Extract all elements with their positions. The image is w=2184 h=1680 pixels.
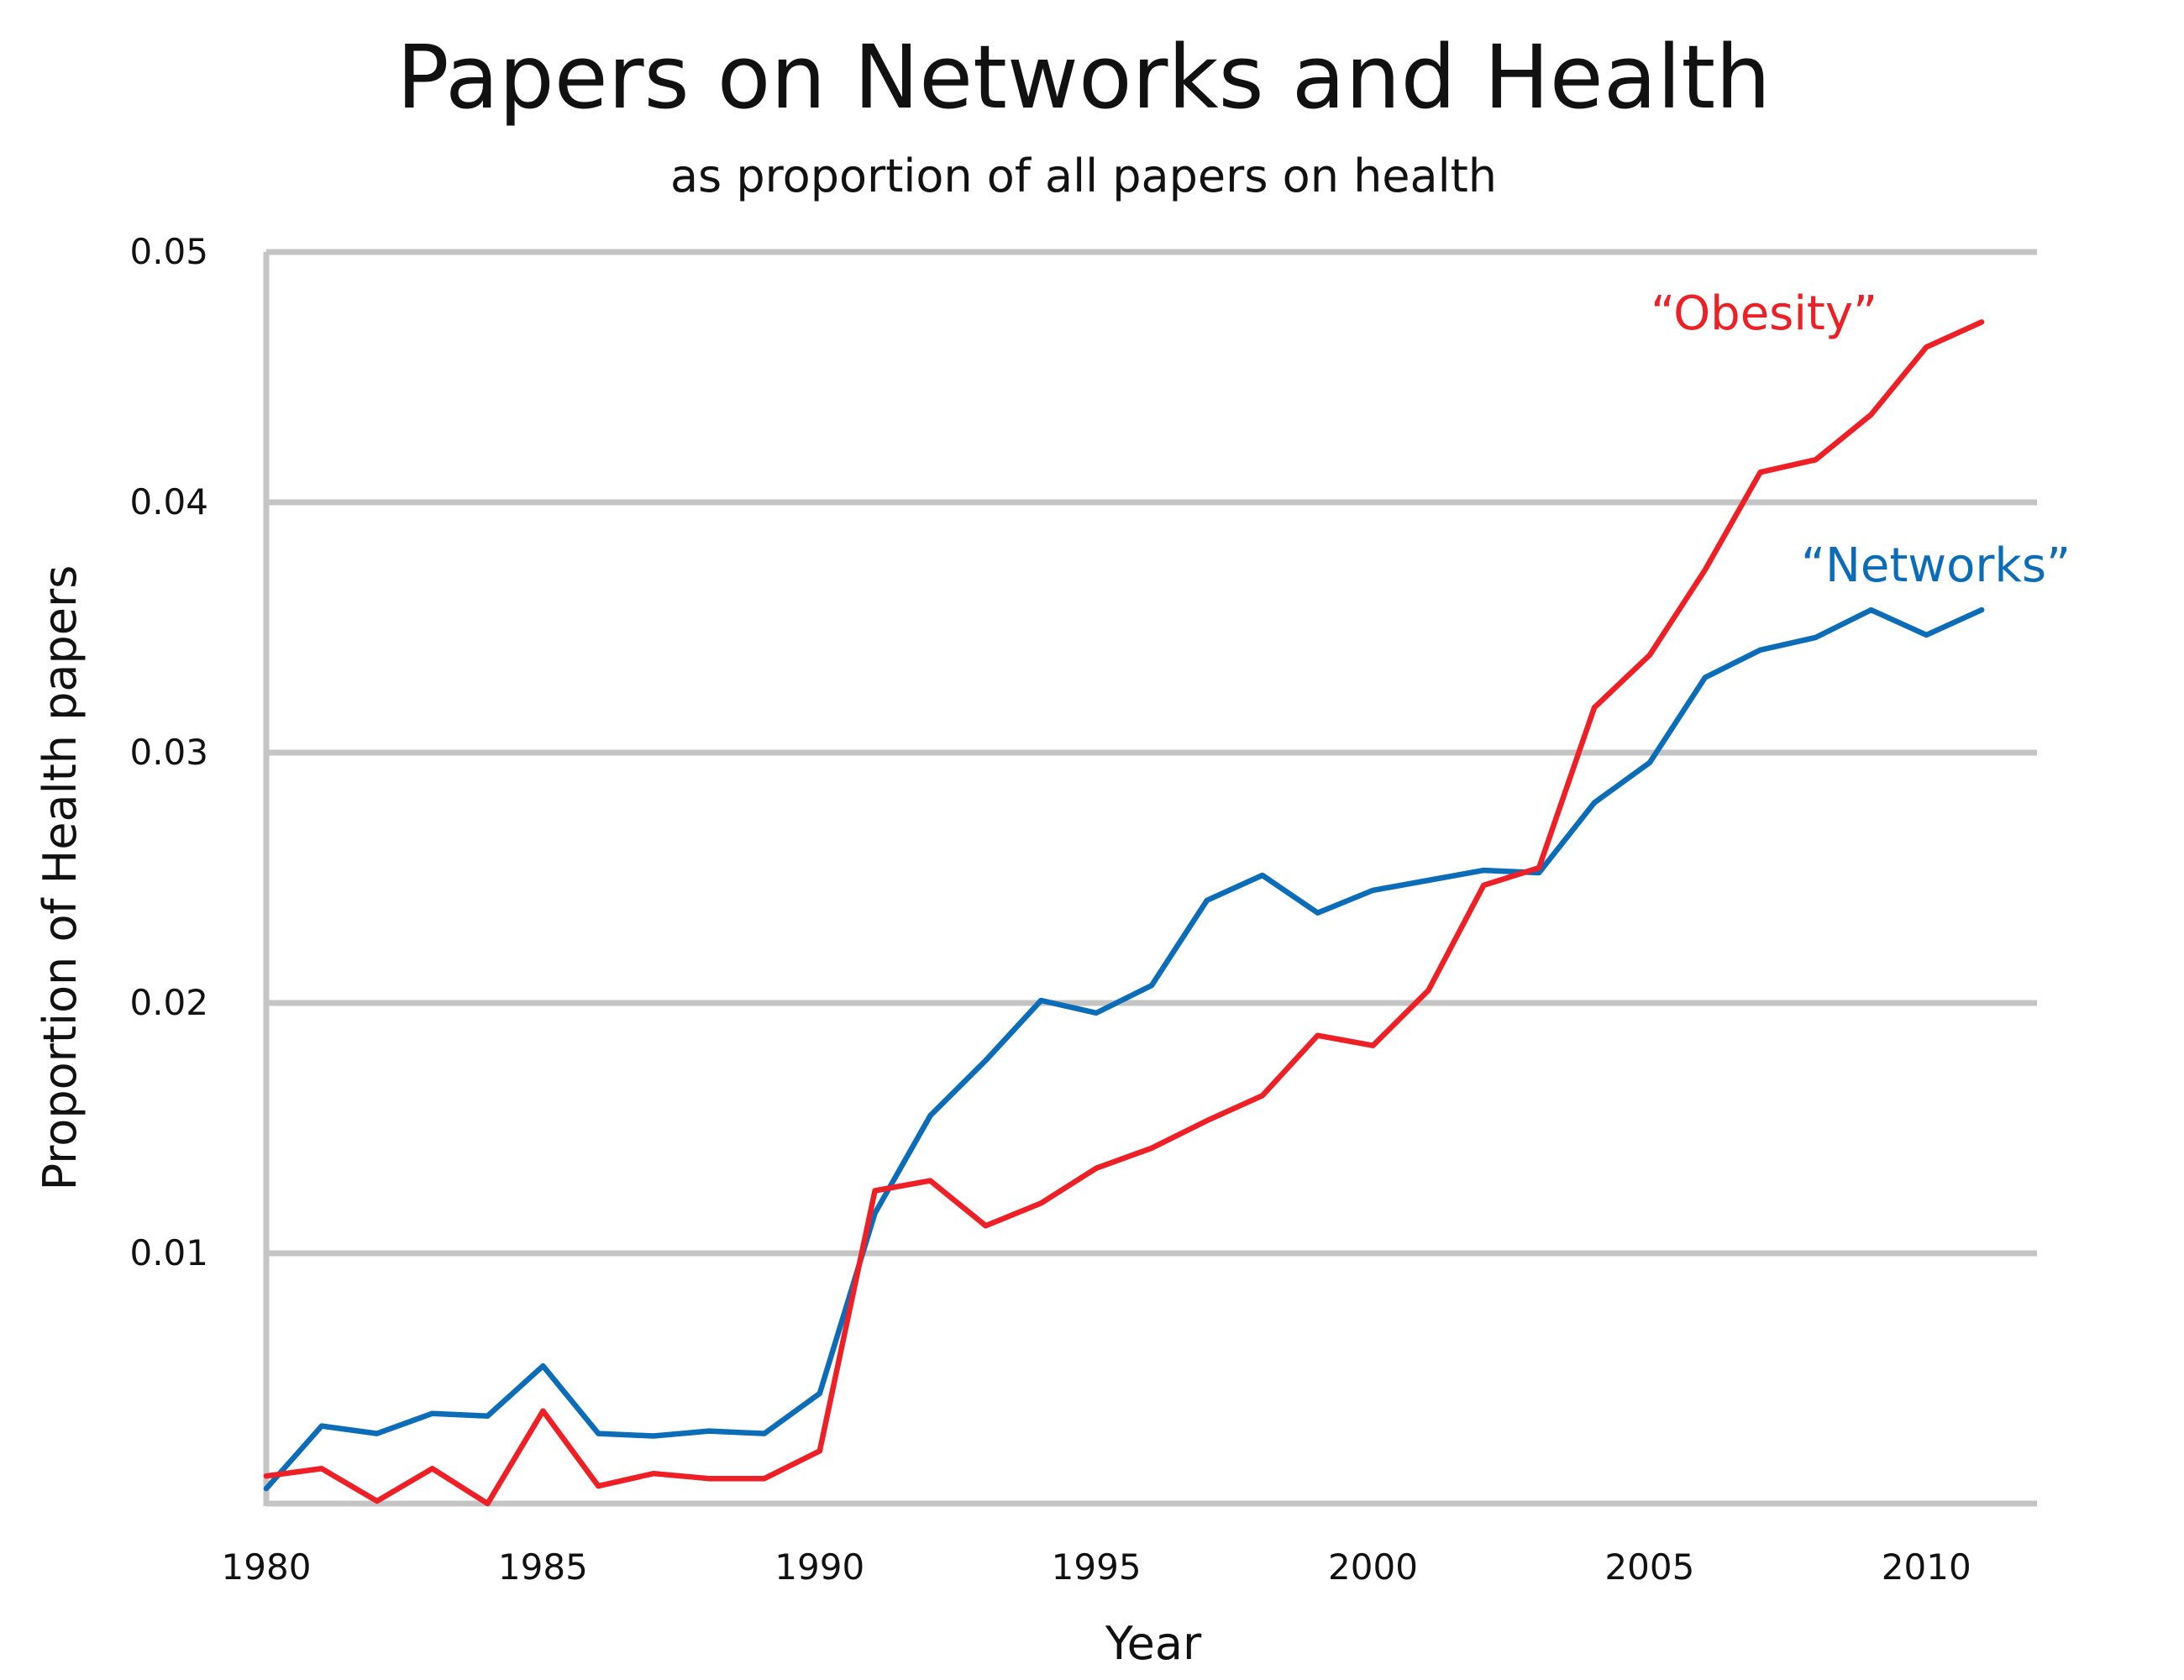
x-tick-label: 1995 [1052, 1546, 1142, 1588]
y-tick-label: 0.05 [129, 231, 208, 272]
y-tick-labels: 0.01 0.02 0.03 0.04 0.05 [129, 231, 208, 1273]
y-tick-label: 0.02 [129, 982, 208, 1023]
y-tick-label: 0.03 [129, 732, 208, 773]
y-tick-label: 0.04 [129, 481, 208, 522]
chart-subtitle: as proportion of all papers on health [670, 150, 1497, 202]
series-line-obesity [263, 319, 1985, 1507]
series-label-obesity: “Obesity” [1651, 286, 1877, 341]
x-axis-label: Year [1105, 1617, 1202, 1670]
series-lines [263, 319, 1985, 1507]
x-tick-label: 2010 [1882, 1546, 1971, 1588]
chart-title: Papers on Networks and Health [396, 26, 1771, 129]
series-label-networks: “Networks” [1801, 538, 2071, 593]
x-tick-label: 1990 [774, 1546, 864, 1588]
series-line-networks [263, 606, 1985, 1492]
gridlines [266, 249, 2037, 1507]
y-tick-label: 0.01 [129, 1232, 208, 1273]
x-tick-label: 2005 [1604, 1546, 1694, 1588]
x-tick-label: 1985 [498, 1546, 588, 1588]
series-labels: “Networks” “Obesity” [1651, 286, 2071, 593]
x-tick-label: 2000 [1328, 1546, 1418, 1588]
y-axis-label: Proportion of Health papers [34, 565, 87, 1191]
x-tick-label: 1980 [222, 1546, 312, 1588]
x-tick-labels: 1980 1985 1990 1995 2000 2005 2010 [222, 1546, 1971, 1588]
